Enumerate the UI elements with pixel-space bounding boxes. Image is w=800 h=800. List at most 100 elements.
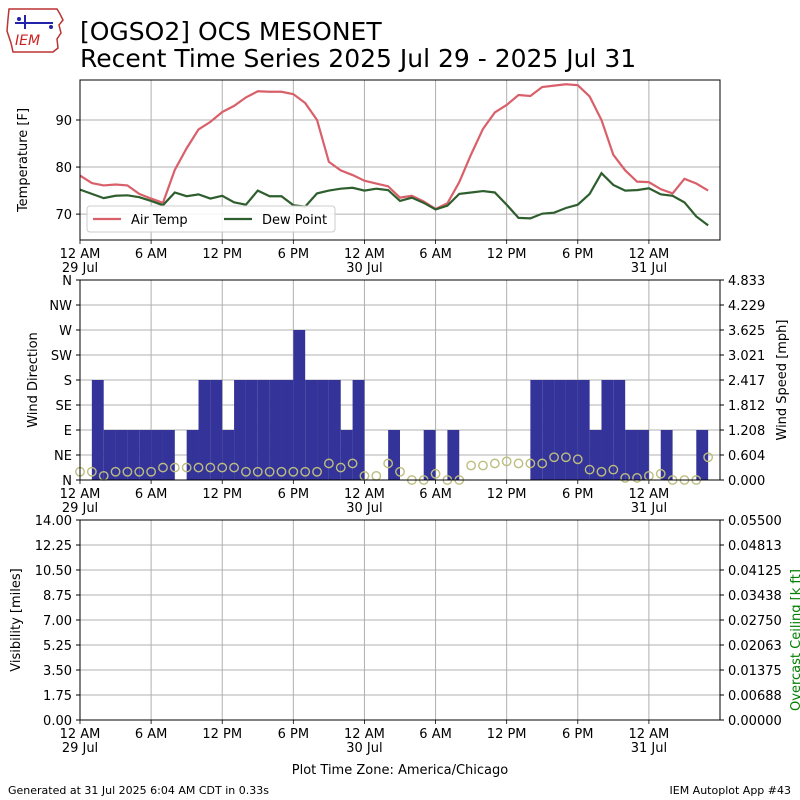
y-axis-label: Visibility [miles] — [9, 568, 24, 671]
y-tick-label: NE — [54, 449, 72, 464]
x-tick-label: 6 AM — [419, 487, 452, 502]
wind-speed-marker — [395, 466, 405, 477]
series-line-air-temp — [79, 83, 709, 211]
x-tick-label: 6 AM — [135, 727, 168, 742]
series-line-dew-point — [79, 171, 709, 227]
x-tick-date-label: 31 Jul — [631, 261, 667, 276]
x-tick-label: 12 AM — [344, 247, 385, 262]
y2-tick-label: 4.833 — [728, 274, 765, 289]
x-tick-label: 6 PM — [278, 247, 309, 262]
wind-speed-marker — [466, 460, 477, 471]
wind-speed-marker — [323, 458, 334, 469]
y2-tick-label: 0.00000 — [728, 714, 782, 729]
wind-direction-bar — [613, 380, 626, 480]
wind-speed-marker — [264, 466, 275, 477]
y-tick-label: W — [59, 324, 72, 339]
wind-direction-bar — [198, 380, 211, 480]
legend-label: Dew Point — [262, 213, 327, 228]
y2-tick-label: 0.01375 — [728, 664, 782, 679]
wind-speed-marker — [193, 462, 204, 473]
wind-speed-marker — [205, 462, 216, 473]
wind-speed-marker — [86, 466, 97, 477]
wind-speed-marker — [632, 473, 642, 483]
wind-speed-marker — [703, 452, 714, 463]
wind-speed-marker — [169, 462, 180, 473]
y-tick-label: 8.75 — [43, 589, 72, 604]
wind-speed-marker — [110, 466, 121, 477]
wind-speed-marker — [572, 454, 583, 465]
x-tick-label: 12 PM — [202, 727, 242, 742]
x-tick-label: 6 PM — [278, 487, 309, 502]
wind-direction-bar — [151, 430, 163, 480]
wind-direction-bar — [328, 380, 341, 480]
y-tick-label: N — [62, 474, 72, 489]
y2-tick-label: 0.04125 — [728, 564, 782, 579]
x-tick-label: 6 PM — [562, 727, 593, 742]
wind-direction-bar — [162, 430, 175, 480]
wind-speed-marker — [241, 466, 251, 477]
wind-speed-marker — [501, 456, 512, 467]
wind-direction-bar — [186, 430, 199, 480]
title-line-2: Recent Time Series 2025 Jul 29 - 2025 Ju… — [80, 44, 637, 73]
wind-direction-bar — [388, 430, 400, 480]
x-tick-date-label: 31 Jul — [631, 741, 667, 756]
y-tick-label: SE — [56, 399, 72, 414]
y2-tick-label: 3.021 — [728, 349, 765, 364]
wind-direction-bar — [305, 380, 318, 480]
legend-label: Air Temp — [131, 213, 188, 228]
y-tick-label: 80 — [55, 161, 72, 176]
wind-speed-marker — [608, 464, 619, 475]
wind-speed-marker — [383, 458, 394, 469]
y2-tick-label: 0.03438 — [728, 589, 782, 604]
wind-direction-bar — [139, 430, 152, 480]
y2-tick-label: 0.05500 — [728, 514, 782, 529]
y-tick-label: SW — [51, 349, 72, 364]
wind-speed-marker — [181, 462, 192, 473]
wind-speed-marker — [217, 462, 228, 473]
y2-tick-label: 1.208 — [728, 424, 765, 439]
x-tick-label: 12 AM — [344, 487, 385, 502]
plot-frame — [79, 519, 721, 721]
wind-direction-bar — [222, 430, 235, 480]
wind-direction-bar — [554, 380, 566, 480]
x-tick-label: 12 AM — [628, 247, 669, 262]
wind-direction-bar — [91, 380, 104, 480]
x-tick-date-label: 31 Jul — [631, 501, 667, 516]
wind-speed-marker — [276, 466, 287, 477]
y-tick-label: 70 — [55, 208, 72, 223]
wind-direction-bar — [660, 430, 673, 480]
y-axis-label: Wind Direction — [26, 332, 41, 428]
wind-speed-marker — [655, 468, 666, 479]
x-tick-label: 12 PM — [202, 487, 242, 502]
wind-speed-marker — [489, 458, 500, 469]
wind-direction-bar — [115, 430, 128, 480]
wind-speed-marker — [335, 462, 346, 473]
x-tick-label: 12 PM — [487, 487, 527, 502]
legend-box — [86, 205, 336, 233]
x-tick-label: 6 PM — [562, 247, 593, 262]
iem-logo: IEM — [6, 8, 64, 53]
wind-direction-bar — [340, 430, 353, 480]
y-tick-label: 12.25 — [35, 539, 72, 554]
wind-speed-marker — [513, 458, 524, 469]
wind-direction-bar — [352, 380, 365, 480]
wind-speed-marker — [549, 452, 559, 463]
wind-speed-marker — [122, 466, 133, 477]
y2-tick-label: 0.02750 — [728, 614, 782, 629]
y-tick-label: 5.25 — [43, 639, 72, 654]
y-axis-label: Temperature [F] — [16, 108, 31, 213]
y-tick-label: 3.50 — [43, 664, 72, 679]
y-tick-label: 0.00 — [43, 714, 72, 729]
wind-speed-marker — [158, 462, 168, 473]
x-tick-date-label: 30 Jul — [346, 261, 382, 276]
y2-axis-label: Wind Speed [mph] — [775, 320, 790, 441]
y-tick-label: 1.75 — [43, 689, 72, 704]
wind-speed-marker — [134, 466, 145, 477]
x-tick-label: 12 PM — [202, 247, 242, 262]
wind-direction-bar — [293, 330, 306, 480]
wind-direction-bar — [127, 430, 140, 480]
wind-direction-bar — [317, 380, 329, 480]
